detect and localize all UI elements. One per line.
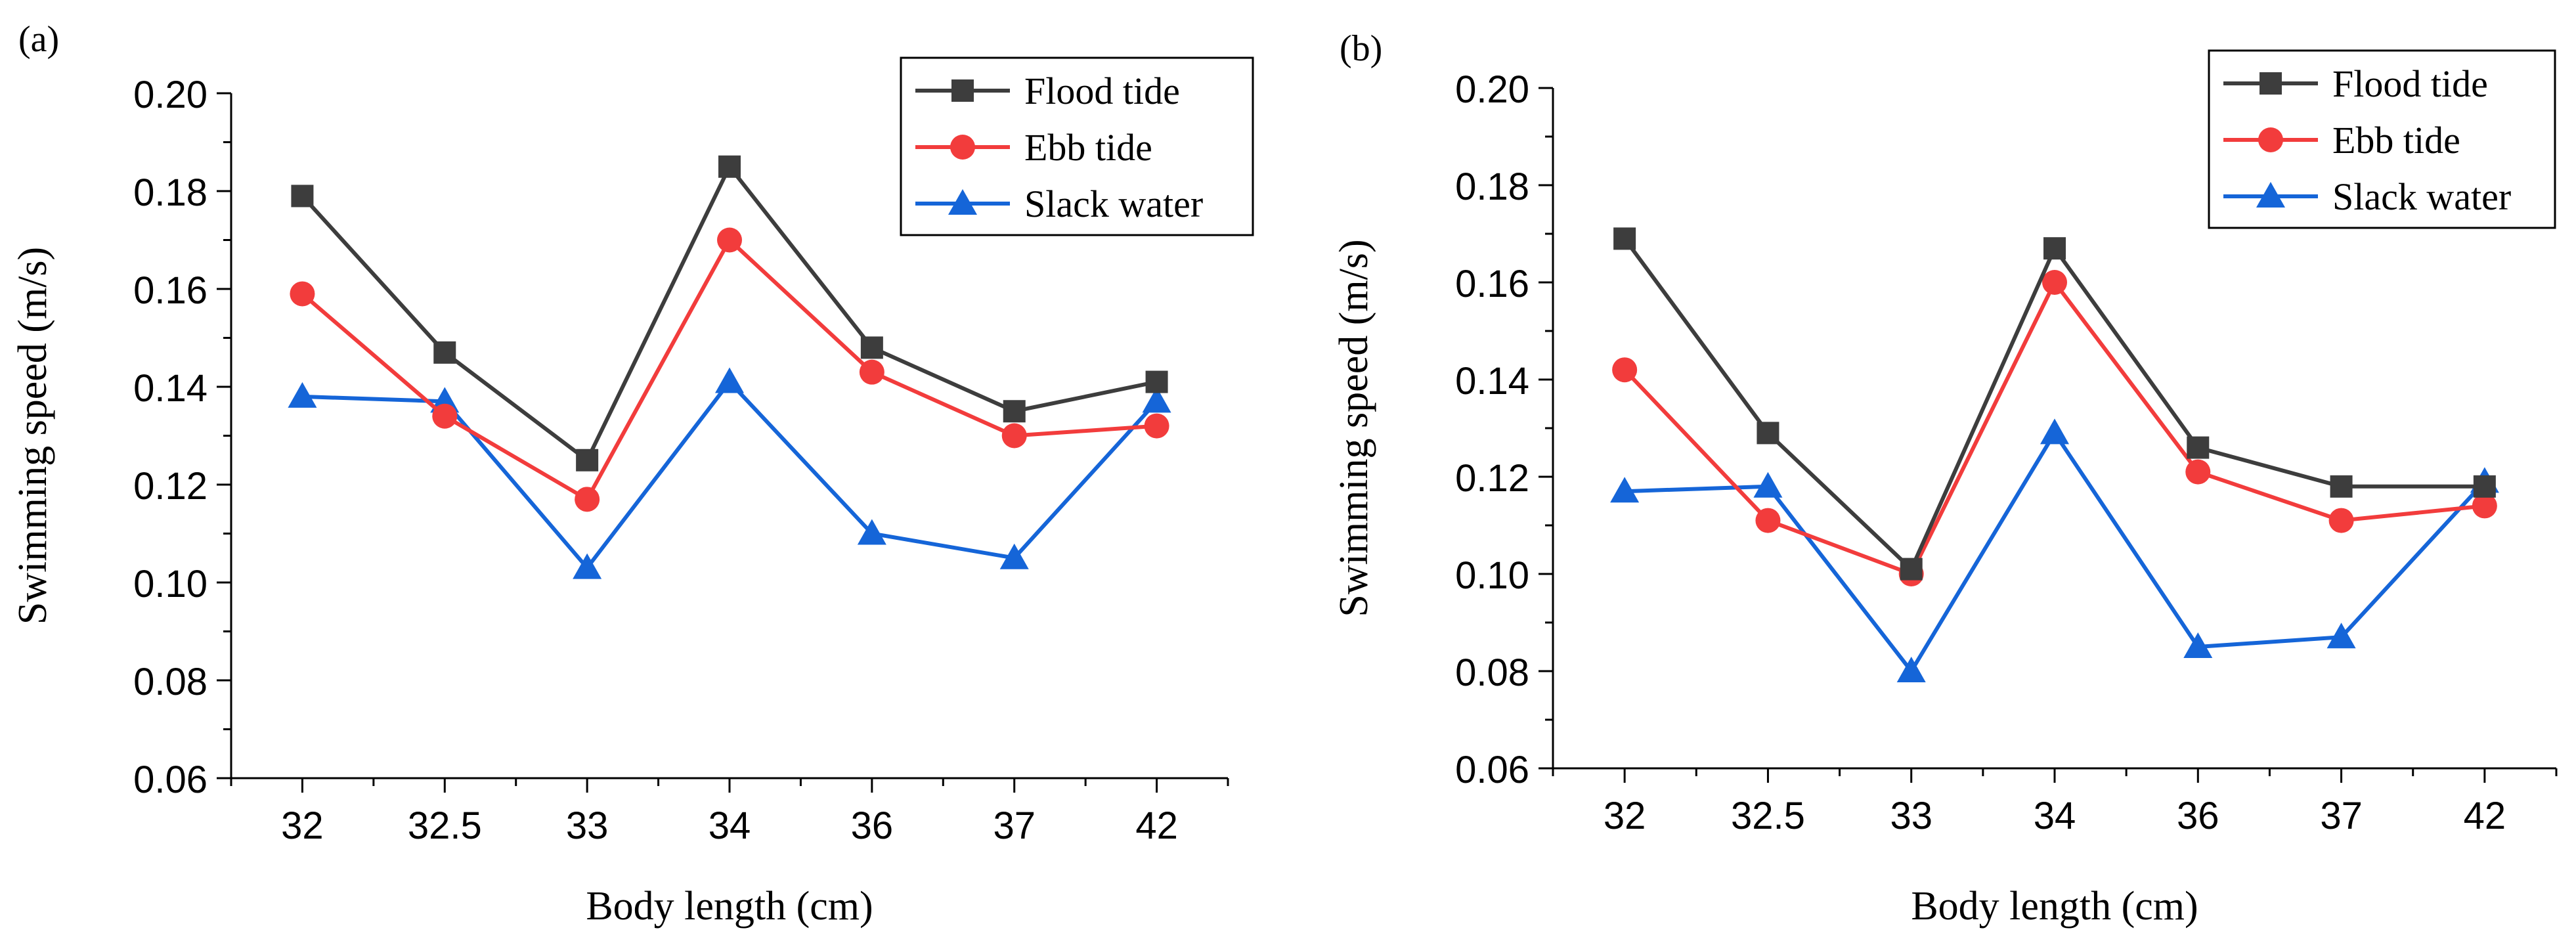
y-tick-label: 0.14 [133,367,207,410]
x-tick-label: 34 [709,804,751,847]
y-tick-label: 0.18 [133,171,207,214]
x-tick-label: 36 [851,804,894,847]
data-point [717,227,742,253]
data-point [575,487,600,512]
data-point [2472,493,2497,519]
y-axis-title: Swimming speed (m/s) [11,247,55,625]
data-point [1900,558,1923,581]
x-tick-label: 33 [1890,795,1932,837]
data-point [718,155,741,178]
data-point [2040,418,2069,445]
y-tick-label: 0.16 [1455,263,1529,305]
x-tick-label: 37 [2320,795,2363,837]
data-point [2330,475,2353,498]
data-point [1001,423,1027,449]
panel-label: (a) [18,19,59,60]
data-point [1612,357,1638,383]
legend-marker [950,135,975,160]
legend-marker [948,189,977,215]
series-flood-tide [1613,227,2496,581]
y-tick-label: 0.10 [133,563,207,605]
legend-marker [2259,72,2282,95]
data-point [2326,623,2356,649]
data-point [857,519,886,545]
data-point [859,359,884,385]
y-tick-label: 0.20 [133,74,207,116]
data-point [2473,475,2496,498]
data-point [1613,227,1636,250]
data-point [999,543,1029,569]
y-tick-label: 0.10 [1455,554,1529,597]
legend-label: Flood tide [1024,70,1180,112]
x-tick-label: 42 [1135,804,1178,847]
y-tick-label: 0.12 [1455,457,1529,500]
y-tick-label: 0.06 [1455,749,1529,791]
x-tick-label: 37 [993,804,1036,847]
series-flood-tide [291,155,1168,472]
data-point [1757,422,1779,445]
series-slack-water [1610,418,2499,682]
x-tick-label: 34 [2034,795,2076,837]
chart-panel-b: (b) 0.06 0.08 0.10 0.12 0.14 0.16 0.18 0.20 32 32.… [1332,28,2558,929]
panel-label: (b) [1340,28,1382,69]
legend-label: Slack water [2332,175,2511,218]
legend-label: Flood tide [2332,62,2488,105]
data-point [1896,657,1926,682]
x-tick-label: 36 [2177,795,2219,837]
data-point [2328,508,2354,533]
y-tick-label: 0.12 [133,465,207,508]
data-point [2043,237,2066,260]
data-point [1003,400,1026,423]
x-axis-title: Body length (cm) [1911,884,2198,929]
data-point [1610,477,1640,503]
y-tick-label: 0.08 [1455,651,1529,694]
x-tick-label: 32.5 [1731,795,1805,837]
data-point [860,336,883,359]
data-point [1755,508,1781,533]
series-slack-water [288,367,1171,579]
data-point [291,185,314,208]
chart-panel-a: (a) 0.06 0.08 0.10 0.12 0.14 0.16 0.18 0.20 32 32.… [11,19,1254,929]
y-tick-label: 0.20 [1455,68,1529,111]
data-point [288,382,317,408]
data-point [576,449,599,472]
data-point [715,367,744,393]
data-point [1142,387,1171,413]
legend-marker [951,79,974,102]
data-point [2042,270,2067,295]
y-tick-label: 0.14 [1455,360,1529,403]
x-axis-title: Body length (cm) [586,884,873,929]
y-tick-label: 0.08 [133,661,207,703]
x-tick-label: 32 [1604,795,1646,837]
legend-label: Slack water [1024,183,1203,225]
data-point [432,403,458,429]
series-line [1625,429,2487,675]
data-point [2187,436,2210,459]
data-point [2183,632,2213,658]
y-axis-title: Swimming speed (m/s) [1332,239,1376,617]
x-tick-label: 32 [281,804,324,847]
legend: Flood tide Ebb tide Slack water [900,56,1254,236]
legend-label: Ebb tide [1024,126,1152,169]
y-tick-label: 0.18 [1455,165,1529,208]
data-point [573,553,602,579]
legend-marker [2256,182,2285,208]
y-tick-label: 0.16 [133,269,207,312]
data-point [1145,370,1168,393]
data-point [433,341,456,364]
legend: Flood tide Ebb tide Slack water [2208,49,2556,229]
x-tick-label: 32.5 [408,804,482,847]
legend-marker [2258,127,2283,152]
data-point [2185,459,2211,485]
x-tick-label: 33 [566,804,609,847]
legend-label: Ebb tide [2332,119,2460,162]
data-point [290,281,315,307]
series-ebb-tide [290,227,1169,512]
data-point [1753,472,1783,498]
x-tick-label: 42 [2464,795,2506,837]
y-tick-label: 0.06 [133,758,207,801]
data-point [1144,413,1169,439]
